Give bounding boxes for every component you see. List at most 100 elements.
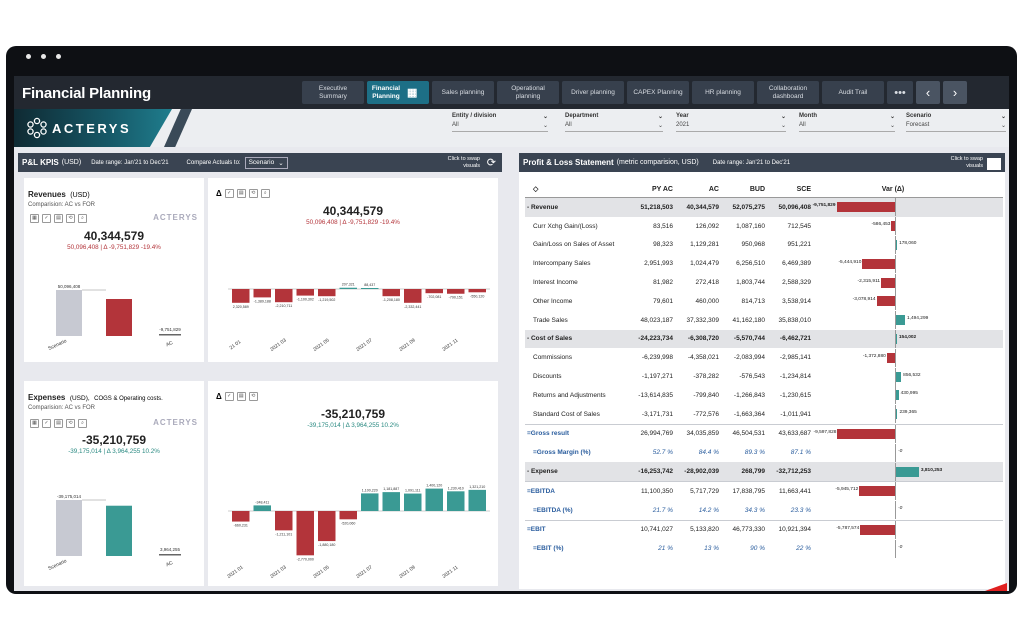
swap-visuals-text[interactable]: Click to swap visuals <box>447 156 480 169</box>
nav-tab-label: Sales planning <box>441 88 485 96</box>
filter-0[interactable]: Entity / division ⌄ All ⌄ <box>452 113 548 132</box>
table-row[interactable]: =EBIT 10,741,027 5,133,820 46,773,330 10,921… <box>525 519 1003 540</box>
table-row[interactable]: Commissions -6,239,998 -4,358,021 -2,083,99… <box>525 348 1003 367</box>
refresh-icon[interactable]: ⟲ <box>248 189 258 198</box>
more-tabs-button[interactable]: ••• <box>887 81 913 104</box>
revenue-summary-card: Revenues (USD) Comparision: AC vs FOR ▦ … <box>24 178 204 362</box>
kpi-panel: P&L KPIS (USD) Date range: Jan'21 to Dec… <box>18 153 502 589</box>
brand-name: ACTERYS <box>52 121 132 136</box>
chart-type-icon[interactable]: ▦ <box>30 419 39 428</box>
table-row[interactable]: - Revenue 51,218,503 40,344,579 52,075,275 5… <box>525 198 1003 217</box>
filter-value: 2021 <box>676 122 690 128</box>
column-header[interactable]: BUD <box>749 185 765 193</box>
delta-icon[interactable]: Δ <box>216 189 222 198</box>
window-dots <box>26 54 61 59</box>
compare-dropdown[interactable]: Scenario ⌄ <box>244 156 288 169</box>
acterys-logo-icon <box>27 117 47 139</box>
nav-tab[interactable]: Collaboration dashboard <box>757 81 819 104</box>
table-row[interactable]: - Expense -16,253,742 -28,902,039 268,799 -3… <box>525 462 1003 481</box>
x-axis-label: 2021 07 <box>355 337 373 352</box>
filter-label: Year <box>676 113 689 119</box>
nav-tab[interactable]: Sales planning <box>432 81 494 104</box>
table-row[interactable]: Trade Sales 48,023,187 37,332,309 41,162,18… <box>525 311 1003 330</box>
swap-visuals-text[interactable]: Click to swap visuals <box>950 156 983 169</box>
table-cell: 79,601 <box>653 297 673 305</box>
refresh-icon[interactable]: ⟳ <box>486 157 496 169</box>
expand-icon[interactable]: ◇ <box>533 186 539 193</box>
table-row[interactable]: Returns and Adjustments -13,614,835 -799,8… <box>525 386 1003 405</box>
table-row[interactable]: =EBIT (%) 21 % 13 % 90 % 22 % -0 <box>525 539 1003 558</box>
table-icon[interactable]: ▤ <box>236 392 246 401</box>
table-icon[interactable]: ▤ <box>54 419 63 428</box>
check-icon[interactable]: ✓ <box>224 189 234 198</box>
revenue-unit: (USD) <box>70 192 90 199</box>
filter-4[interactable]: Scenario ⌄ Forecast ⌄ <box>906 113 1006 132</box>
ac-bar <box>106 298 132 336</box>
filter-2[interactable]: Year ⌄ 2021 ⌄ <box>676 113 786 132</box>
chevron-down-icon: ⌄ <box>780 123 786 129</box>
table-cell: 814,713 <box>741 297 766 305</box>
column-header[interactable]: Var (Δ) <box>881 185 905 193</box>
nav-tab[interactable]: Financial Planning ▦ <box>367 81 429 104</box>
filter-1[interactable]: Department ⌄ All ⌄ <box>565 113 663 132</box>
table-cell: -2,985,141 <box>779 354 811 362</box>
nav-tab[interactable]: Operational planning <box>497 81 559 104</box>
column-header[interactable]: PY AC <box>651 185 673 193</box>
refresh-icon[interactable]: ⟲ <box>66 419 75 428</box>
delta-icon[interactable]: Δ <box>216 392 222 401</box>
table-row[interactable]: Standard Cost of Sales -3,171,731 -772,576… <box>525 405 1003 424</box>
check-icon[interactable]: ✓ <box>224 392 234 401</box>
table-cell: -5,570,744 <box>733 335 765 343</box>
refresh-icon[interactable]: ⟲ <box>66 214 75 223</box>
search-icon[interactable]: ⌕ <box>78 214 87 223</box>
search-icon[interactable]: ⌕ <box>78 419 87 428</box>
variance-label: 178,060 <box>899 240 917 246</box>
column-header[interactable]: SCE <box>796 185 811 193</box>
nav-tab[interactable]: Driver planning <box>562 81 624 104</box>
table-row[interactable]: Intercompany Sales 2,951,993 1,024,479 6,25… <box>525 254 1003 273</box>
column-header[interactable]: AC <box>708 185 719 193</box>
zero-line <box>895 329 896 348</box>
table-row[interactable]: Interest Income 81,982 272,418 1,803,744 2,5… <box>525 273 1003 292</box>
table-cell: 34,035,859 <box>686 430 719 438</box>
refresh-icon[interactable]: ⟲ <box>248 392 258 401</box>
check-icon[interactable]: ✓ <box>42 419 51 428</box>
bar-label: 50,096,408 <box>58 284 81 289</box>
zero-line <box>895 405 896 424</box>
table-row[interactable]: =EBITDA (%) 21.7 % 14.2 % 34.3 % 23.3 % -0 <box>525 501 1003 520</box>
table-row[interactable]: =EBITDA 11,100,350 5,717,729 17,838,795 11,6… <box>525 480 1003 501</box>
filter-3[interactable]: Month ⌄ All ⌄ <box>799 113 895 132</box>
check-icon[interactable]: ✓ <box>42 214 51 223</box>
x-axis-label: 2021 05 <box>312 564 330 579</box>
table-cell: 35,838,010 <box>778 316 811 324</box>
variance-label: 239,365 <box>899 410 917 416</box>
variance-label: 430,995 <box>900 391 918 397</box>
table-row[interactable]: =Gross Margin (%) 52.7 % 84.4 % 89.3 % 87.1 … <box>525 443 1003 462</box>
table-icon[interactable]: ▤ <box>236 189 246 198</box>
table-icon[interactable]: ▤ <box>54 214 63 223</box>
chart-type-icon[interactable]: ▦ <box>30 214 39 223</box>
next-page-button[interactable]: › <box>943 81 967 104</box>
expense-unit-note: COGS & Operating costs. <box>94 396 163 402</box>
nav-tab[interactable]: Audit Trail <box>822 81 884 104</box>
table-row[interactable]: - Cost of Sales -24,223,734 -6,308,720 -5,5… <box>525 329 1003 349</box>
swap-visuals-button[interactable] <box>987 158 1001 170</box>
filter-label: Month <box>799 113 817 119</box>
table-row[interactable]: Discounts -1,197,271 -378,282 -576,543 -1,23… <box>525 367 1003 386</box>
nav-tab[interactable]: HR planning <box>692 81 754 104</box>
nav-tab[interactable]: CAPEX Planning <box>627 81 689 104</box>
table-cell: -13,614,835 <box>638 391 673 399</box>
table-row[interactable]: Gain/Loss on Sales of Asset 98,323 1,129,2… <box>525 235 1003 255</box>
revenue-subtitle: Comparision: AC vs FOR <box>28 202 96 208</box>
search-icon[interactable]: ⌕ <box>260 189 270 198</box>
month-bar <box>296 511 314 556</box>
table-row[interactable]: Curr Xchg Gain/(Loss) 83,516 126,092 1,087,… <box>525 217 1003 236</box>
zero-line <box>895 482 896 501</box>
row-label: Commissions <box>533 354 573 362</box>
table-cell: 460,000 <box>695 297 720 305</box>
nav-tab[interactable]: Executive Summary <box>302 81 364 104</box>
table-row[interactable]: Other Income 79,601 460,000 814,713 3,538,91… <box>525 292 1003 311</box>
table-row[interactable]: =Gross result 26,994,769 34,035,859 46,504,… <box>525 423 1003 444</box>
previous-page-button[interactable]: ‹ <box>916 81 940 104</box>
month-bar <box>382 492 400 511</box>
